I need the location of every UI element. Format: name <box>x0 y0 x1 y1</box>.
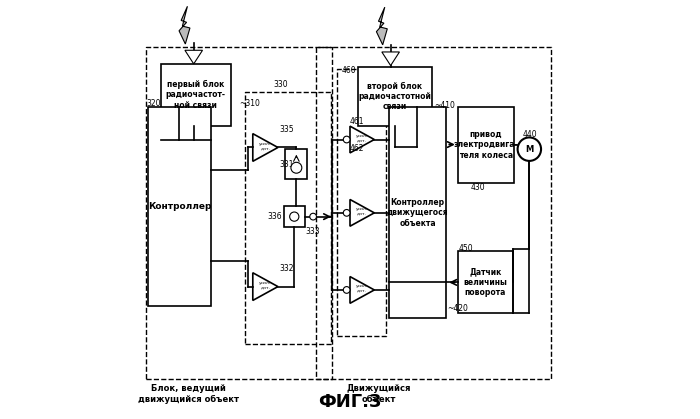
Text: ФИГ.3: ФИГ.3 <box>318 393 382 411</box>
Text: 462: 462 <box>349 144 364 153</box>
Text: усил-
дит.: усил- дит. <box>356 207 368 215</box>
Bar <box>458 251 513 313</box>
Text: 333: 333 <box>306 227 320 236</box>
Text: ~410: ~410 <box>434 101 455 110</box>
Polygon shape <box>253 273 278 300</box>
Polygon shape <box>350 277 374 303</box>
Text: усил-
дит.: усил- дит. <box>356 134 368 142</box>
Bar <box>284 206 304 227</box>
Circle shape <box>343 136 350 143</box>
Polygon shape <box>377 7 387 45</box>
Text: 461: 461 <box>349 116 364 126</box>
Bar <box>358 67 432 126</box>
Polygon shape <box>382 52 400 66</box>
Circle shape <box>343 287 350 293</box>
Circle shape <box>343 210 350 216</box>
Bar <box>286 149 307 179</box>
Text: 331: 331 <box>279 160 294 169</box>
Text: ~310: ~310 <box>239 99 260 108</box>
Text: Контроллер
движущегося
объекта: Контроллер движущегося объекта <box>386 198 448 228</box>
Text: 430: 430 <box>470 183 485 192</box>
Text: 460: 460 <box>342 66 356 75</box>
Bar <box>389 107 447 318</box>
Circle shape <box>517 137 541 161</box>
Text: 450: 450 <box>459 243 474 253</box>
Polygon shape <box>350 126 374 153</box>
Polygon shape <box>253 134 278 161</box>
Bar <box>458 107 514 183</box>
Bar <box>148 107 211 306</box>
Text: усил-
дит.: усил- дит. <box>356 284 368 292</box>
Text: усил-
дит.: усил- дит. <box>259 142 272 150</box>
Text: 332: 332 <box>279 264 294 273</box>
Text: второй блок
радиочастотной
связи: второй блок радиочастотной связи <box>358 81 431 111</box>
Polygon shape <box>179 6 190 44</box>
Polygon shape <box>185 50 202 64</box>
Text: 440: 440 <box>523 130 538 140</box>
Polygon shape <box>350 199 374 226</box>
Text: усил-
дит.: усил- дит. <box>259 281 272 289</box>
Text: M: M <box>525 145 533 154</box>
Text: 335: 335 <box>279 125 294 134</box>
Text: 320: 320 <box>146 99 160 108</box>
Text: 336: 336 <box>268 212 283 221</box>
Circle shape <box>290 212 299 221</box>
Bar <box>160 64 231 126</box>
Text: Датчик
величины
поворота: Датчик величины поворота <box>463 267 508 297</box>
Circle shape <box>310 213 316 220</box>
Text: привод
электродвига-
теля колеса: привод электродвига- теля колеса <box>454 130 518 160</box>
Circle shape <box>291 162 302 173</box>
Text: 330: 330 <box>274 80 288 89</box>
Text: Блок, ведущий
движущийся объект: Блок, ведущий движущийся объект <box>138 384 239 403</box>
Text: ~420: ~420 <box>447 304 468 313</box>
Text: Контроллер: Контроллер <box>148 202 211 211</box>
Text: Движущийся
объект: Движущийся объект <box>346 384 411 403</box>
Text: первый блок
радиочастот-
ной связи: первый блок радиочастот- ной связи <box>166 80 226 110</box>
